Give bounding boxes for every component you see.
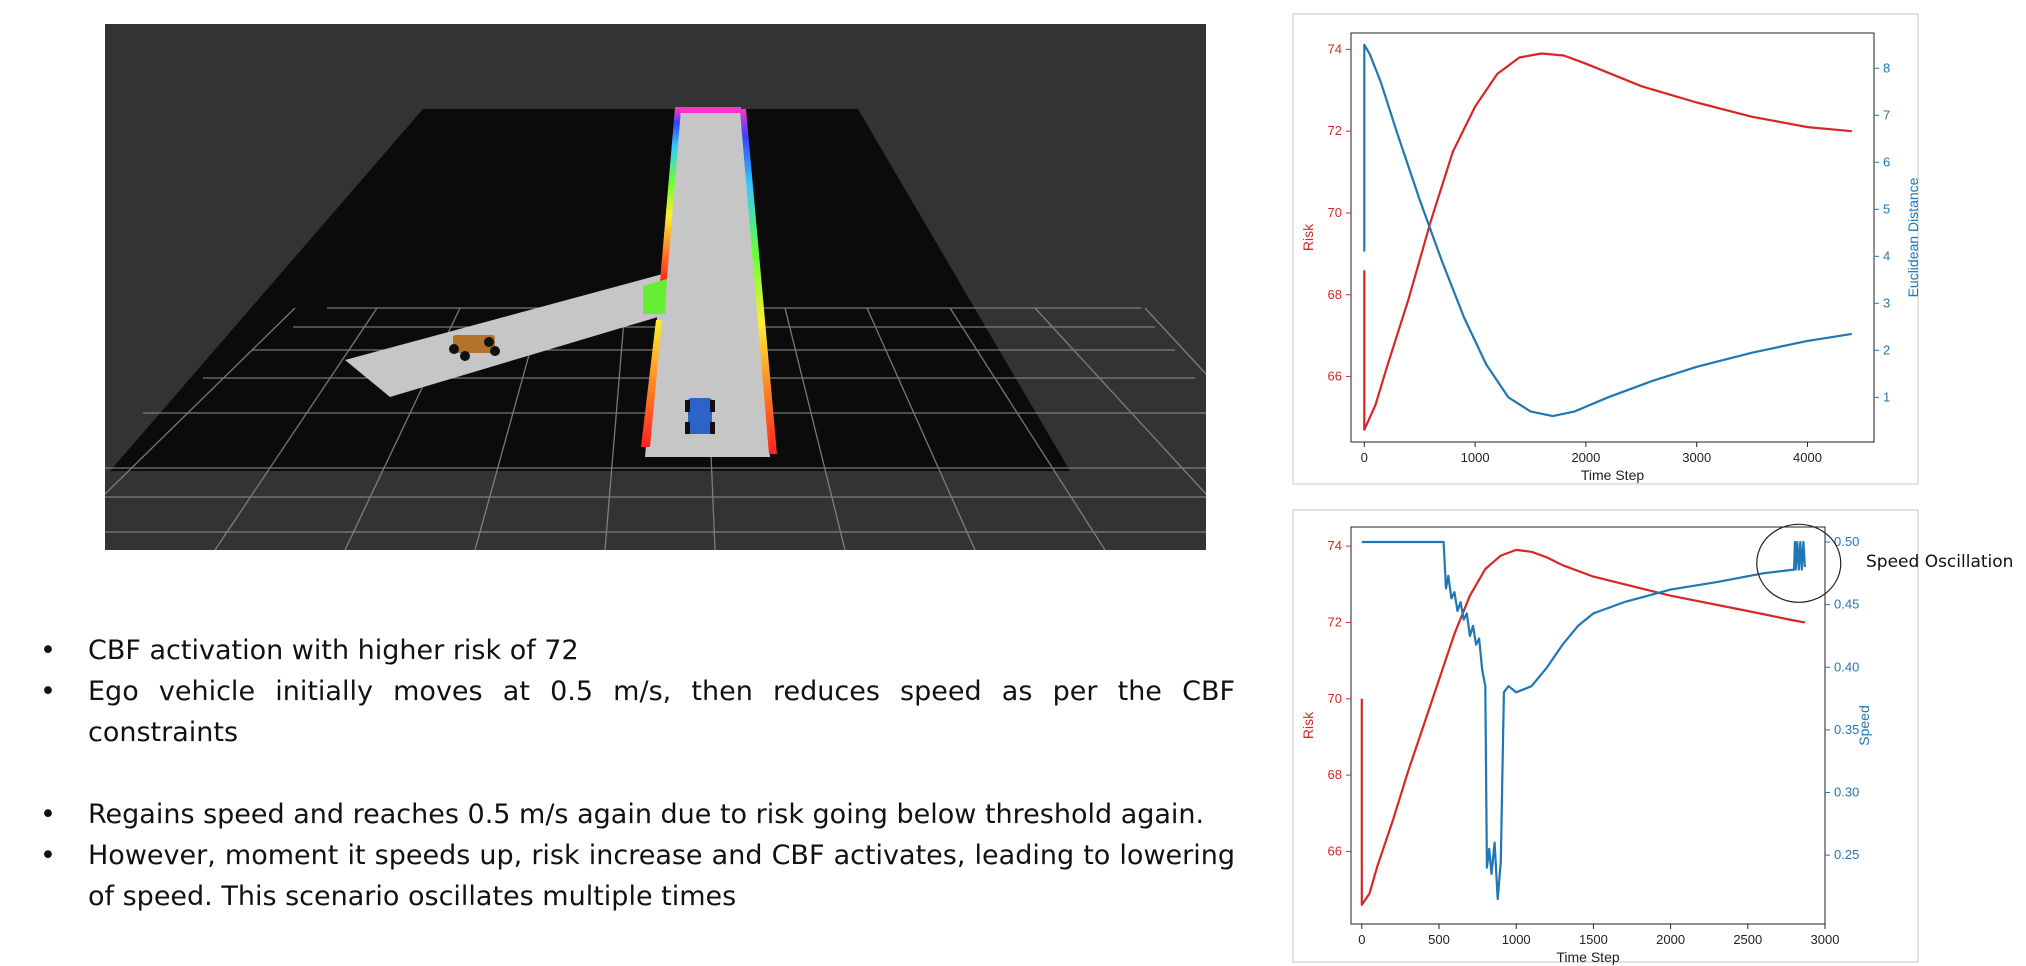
y-axis-label: Risk (1300, 223, 1316, 251)
simulation-scene-image (105, 24, 1206, 550)
y-right-tick-label: 4 (1883, 248, 1890, 263)
y-tick-label: 66 (1328, 843, 1342, 858)
x-tick-label: 4000 (1793, 450, 1822, 465)
y-tick-label: 70 (1328, 205, 1342, 220)
risk-distance-chart-svg: 0 1000 2000 3000 4000 66 68 70 72 74 1 2 3 4 5 6 7 8 Time … (1292, 13, 1921, 485)
y-tick-label: 68 (1328, 287, 1342, 302)
y-right-tick-label: 7 (1883, 107, 1890, 122)
y-axis-label: Risk (1300, 711, 1316, 739)
y-right-tick-label: 0.40 (1834, 659, 1859, 674)
y-tick-label: 70 (1328, 691, 1342, 706)
risk-speed-chart-svg: 0 500 1000 1500 2000 2500 3000 66 68 70 72 74 0.25 0.… (1292, 509, 1919, 965)
x-tick-label: 1500 (1579, 932, 1608, 947)
x-tick-label: 500 (1428, 932, 1450, 947)
bullet-item: CBF activation with higher risk of 72 (40, 630, 1235, 671)
x-tick-label: 2000 (1656, 932, 1685, 947)
plot-area (1350, 32, 1875, 443)
y-right-tick-label: 3 (1883, 295, 1890, 310)
y-right-axis-label: Speed (1856, 705, 1872, 745)
oscillation-circle (1756, 523, 1842, 603)
y-right-tick-label: 0.35 (1834, 722, 1859, 737)
bullet-item: Ego vehicle initially moves at 0.5 m/s, … (40, 671, 1235, 753)
right-series-line (1363, 43, 1852, 418)
y-tick-label: 72 (1328, 123, 1342, 138)
plot-area (1350, 526, 1826, 925)
y-tick-label: 72 (1328, 614, 1342, 629)
y-tick-label: 74 (1328, 41, 1342, 56)
x-tick-label: 3000 (1682, 450, 1711, 465)
y-right-tick-label: 0.30 (1834, 785, 1859, 800)
x-tick-label: 1000 (1461, 450, 1490, 465)
bullet-item: Regains speed and reaches 0.5 m/s again … (40, 794, 1235, 835)
risk-speed-chart: 0 500 1000 1500 2000 2500 3000 66 68 70 72 74 0.25 0.… (1292, 509, 1919, 966)
y-right-tick-label: 1 (1883, 389, 1890, 404)
x-tick-label: 0 (1361, 450, 1368, 465)
y-right-tick-label: 0.50 (1834, 534, 1859, 549)
orange-robot-icon (449, 335, 500, 361)
speed-oscillation-annotation: Speed Oscillation (1866, 552, 2014, 572)
chart-frame (1292, 509, 1919, 963)
y-right-tick-label: 6 (1883, 154, 1890, 169)
x-tick-label: 1000 (1502, 932, 1531, 947)
blue-robot-icon (685, 398, 715, 434)
y-right-tick-label: 2 (1883, 342, 1890, 357)
bullet-item: However, moment it speeds up, risk incre… (40, 835, 1235, 917)
risk-distance-chart: 0 1000 2000 3000 4000 66 68 70 72 74 1 2 3 4 5 6 7 8 Time … (1292, 13, 1921, 489)
y-tick-label: 66 (1328, 369, 1342, 384)
x-axis-label: Time Step (1581, 467, 1644, 483)
risk-series-line (1363, 52, 1852, 431)
bullet-list: CBF activation with higher risk of 72 Eg… (40, 630, 1235, 917)
x-axis-label: Time Step (1556, 949, 1619, 965)
y-right-tick-label: 0.45 (1834, 597, 1859, 612)
y-tick-label: 74 (1328, 538, 1342, 553)
x-tick-label: 2000 (1571, 450, 1600, 465)
x-tick-label: 0 (1358, 932, 1365, 947)
x-tick-label: 3000 (1811, 932, 1840, 947)
y-tick-label: 68 (1328, 767, 1342, 782)
y-right-tick-label: 0.25 (1834, 847, 1859, 862)
right-series-line (1361, 540, 1806, 901)
y-right-axis-label: Euclidean Distance (1905, 177, 1921, 297)
y-right-tick-label: 5 (1883, 201, 1890, 216)
y-right-tick-label: 8 (1883, 60, 1890, 75)
risk-series-line (1360, 548, 1806, 906)
chart-frame (1292, 13, 1919, 485)
x-tick-label: 2500 (1733, 932, 1762, 947)
